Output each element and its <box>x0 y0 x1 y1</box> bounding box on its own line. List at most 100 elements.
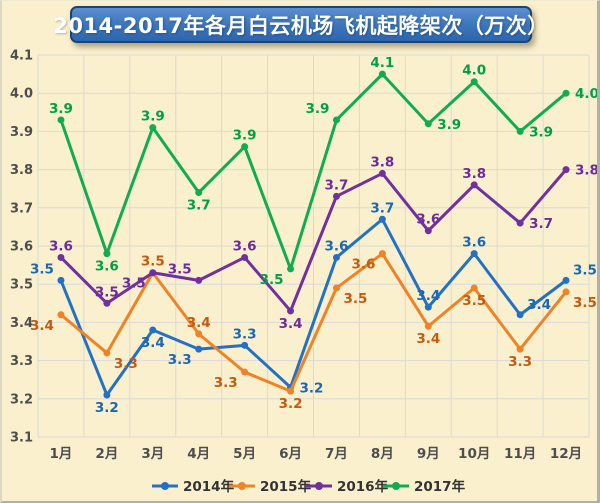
data-point-2015 <box>424 322 432 330</box>
data-point-2014 <box>424 303 432 311</box>
y-axis-tick-label: 3.2 <box>10 392 33 407</box>
data-point-2016 <box>57 253 65 261</box>
data-point-2015 <box>470 284 478 292</box>
data-label-2017: 3.5 <box>260 272 284 288</box>
x-axis-tick-label: 12月 <box>550 446 582 462</box>
legend-dot-marker <box>315 482 323 490</box>
y-axis-tick-label: 3.1 <box>10 431 33 446</box>
legend-label: 2017年 <box>414 478 466 495</box>
data-point-2016 <box>332 192 340 200</box>
data-label-2015: 3.4 <box>30 318 54 334</box>
data-point-2015 <box>57 311 65 319</box>
series-line-2015 <box>59 252 568 393</box>
data-label-2015: 3.5 <box>343 291 367 307</box>
legend-item-2016[interactable]: 2016年 <box>306 478 389 495</box>
x-axis: 1月 2月 3月 4月 5月 6月 7月 8月 9月 10月 11月 12月 <box>50 446 583 462</box>
data-point-2014 <box>516 311 524 319</box>
y-axis-tick-label: 4.1 <box>10 49 33 64</box>
data-label-2017: 3.9 <box>233 128 257 144</box>
data-label-2017: 3.9 <box>306 101 330 117</box>
data-point-2017 <box>241 143 249 151</box>
data-point-2015 <box>195 330 203 338</box>
series-2014: 3.5 3.2 3.4 3.3 3.3 3.2 3.6 3.7 3.4 3.6 3.4 3.5 <box>30 200 597 416</box>
data-point-2016 <box>378 169 386 177</box>
data-label-2016: 3.6 <box>416 212 440 228</box>
data-label-2017: 3.9 <box>437 117 461 133</box>
legend-item-2017[interactable]: 2017年 <box>383 478 466 495</box>
data-label-2015: 3.5 <box>573 295 597 311</box>
data-label-2015: 3.2 <box>279 396 303 412</box>
data-label-2016: 3.7 <box>324 177 348 193</box>
data-label-2017: 4.0 <box>462 63 486 79</box>
data-label-2014: 3.6 <box>462 235 486 251</box>
data-label-2017: 3.6 <box>95 259 119 275</box>
data-label-2015: 3.6 <box>351 257 375 273</box>
data-point-2015 <box>562 288 570 296</box>
data-label-2015: 3.3 <box>508 354 532 370</box>
data-label-2014: 3.3 <box>233 326 257 342</box>
data-label-2016: 3.6 <box>49 238 73 254</box>
data-label-2016: 3.5 <box>95 284 119 300</box>
data-label-2017: 3.9 <box>49 101 73 117</box>
data-point-2017 <box>516 127 524 135</box>
legend: 2014年 2015年 2016年 2017年 <box>152 478 466 495</box>
data-point-2014 <box>149 326 157 334</box>
x-axis-tick-label: 2月 <box>95 446 118 462</box>
data-label-2017: 4.0 <box>575 86 599 102</box>
data-point-2015 <box>103 349 111 357</box>
data-point-2016 <box>149 269 157 277</box>
data-label-2015: 3.5 <box>462 293 486 309</box>
data-point-2015 <box>241 368 249 376</box>
data-label-2016: 3.8 <box>370 154 394 170</box>
data-label-2017: 3.9 <box>141 109 165 125</box>
data-label-2014: 3.4 <box>141 335 165 351</box>
x-axis-tick-label: 7月 <box>325 446 348 462</box>
data-label-2016: 3.8 <box>462 166 486 182</box>
x-axis-tick-label: 6月 <box>279 446 302 462</box>
x-axis-tick-label: 3月 <box>141 446 164 462</box>
grid: 4.14.03.93.83.73.63.53.43.33.23.1 <box>10 49 590 446</box>
y-axis-tick-label: 3.8 <box>10 163 33 178</box>
data-point-2017 <box>424 120 432 128</box>
data-label-2016: 3.7 <box>529 216 553 232</box>
y-axis-tick-label: 3.3 <box>10 354 33 369</box>
legend-label: 2016年 <box>337 478 389 495</box>
data-label-2017: 4.1 <box>370 55 394 71</box>
data-label-2014: 3.6 <box>324 238 348 254</box>
data-point-2014 <box>103 391 111 399</box>
data-point-2017 <box>562 89 570 97</box>
data-point-2016 <box>287 307 295 315</box>
data-label-2014: 3.2 <box>95 400 119 416</box>
legend-item-2015[interactable]: 2015年 <box>229 478 312 495</box>
series-2016: 3.63.53.53.53.63.43.73.83.63.83.73.8 <box>49 154 599 332</box>
data-label-2014: 3.7 <box>370 200 394 216</box>
data-point-2014 <box>562 276 570 284</box>
data-point-2015 <box>516 345 524 353</box>
x-axis-tick-label: 11月 <box>504 446 536 462</box>
data-label-2015: 3.4 <box>416 331 440 347</box>
legend-dot-marker <box>238 482 246 490</box>
data-point-2017 <box>103 250 111 258</box>
data-point-2016 <box>470 181 478 189</box>
y-axis-tick-label: 3.6 <box>10 240 33 255</box>
data-label-2016: 3.4 <box>279 316 303 332</box>
data-point-2016 <box>103 299 111 307</box>
y-axis-tick-label: 3.7 <box>10 201 33 216</box>
data-point-2016 <box>562 166 570 174</box>
data-label-2016: 3.5 <box>122 276 146 292</box>
y-axis-tick-label: 3.5 <box>10 278 33 293</box>
data-point-2017 <box>57 116 65 124</box>
data-label-2017: 3.7 <box>187 198 211 214</box>
data-point-2016 <box>195 276 203 284</box>
legend-item-2014[interactable]: 2014年 <box>152 478 235 495</box>
data-label-2017: 3.9 <box>529 124 553 140</box>
data-point-2017 <box>470 78 478 86</box>
data-point-2015 <box>332 284 340 292</box>
data-point-2017 <box>287 265 295 273</box>
data-label-2016: 3.8 <box>575 163 599 179</box>
data-point-2014 <box>195 345 203 353</box>
data-label-2016: 3.6 <box>233 238 257 254</box>
data-point-2014 <box>57 276 65 284</box>
data-point-2015 <box>378 250 386 258</box>
